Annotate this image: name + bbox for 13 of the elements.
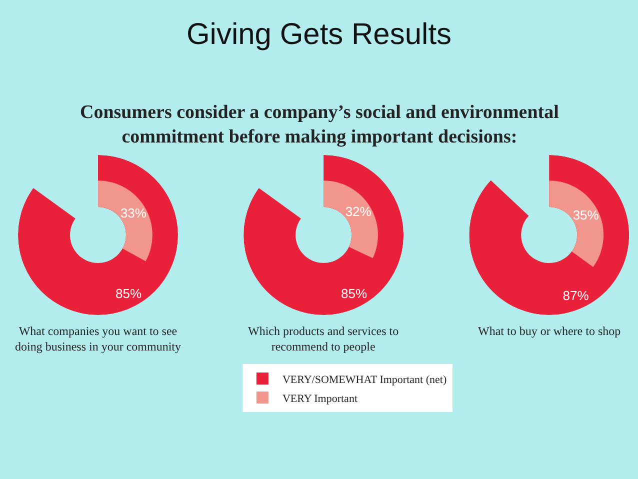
- text: Giving Gets Results: [186, 18, 452, 52]
- data-label: 32%: [345, 204, 372, 220]
- data-label: 87%: [562, 288, 590, 303]
- category-label: What companies you want to see doing business in your community: [15, 324, 181, 354]
- category-label: Which products and services to recommend to people: [248, 324, 399, 354]
- data-label: 85%: [115, 286, 142, 302]
- legend-label: VERY/SOMEWHAT Important (net): [282, 374, 447, 386]
- data-label: 33%: [120, 205, 147, 220]
- data-label: 35%: [572, 208, 600, 223]
- data-label: 85%: [341, 286, 368, 302]
- legend-label: VERY Important: [282, 392, 358, 405]
- category-label: What to buy or where to shop: [478, 324, 621, 338]
- text: Consumers consider a company’s social and environmental commitment before making important decisions:: [80, 102, 559, 148]
